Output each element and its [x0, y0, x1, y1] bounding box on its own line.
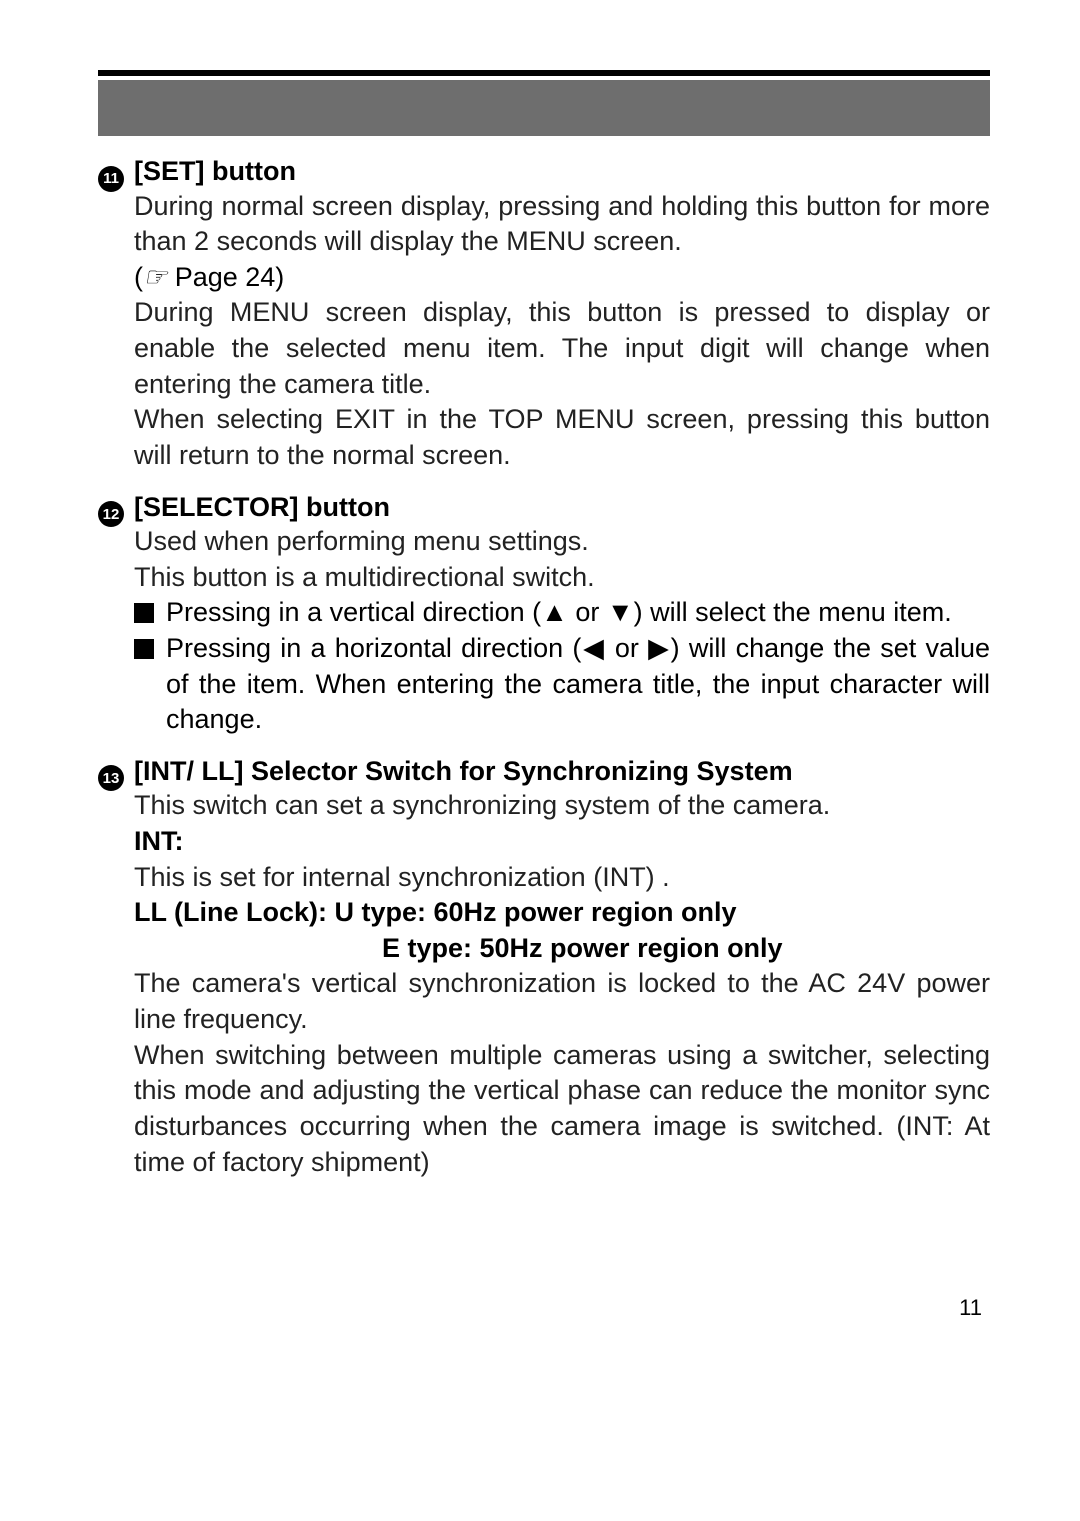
right-arrow-icon: ▶ — [648, 633, 671, 663]
bullet-vertical: Pressing in a vertical direction (▲ or ▼… — [134, 595, 990, 631]
item-title-13: [INT/ LL] Selector Switch for Synchroniz… — [134, 756, 793, 787]
item-12-para1: Used when performing menu settings. — [134, 524, 990, 560]
item-13-para1: This switch can set a synchronizing syst… — [134, 788, 990, 824]
left-arrow-icon: ◀ — [581, 633, 605, 663]
down-arrow-icon: ▼ — [607, 597, 634, 627]
item-title-12: [SELECTOR] button — [134, 492, 390, 523]
square-bullet-icon — [134, 639, 154, 659]
int-label: INT: — [134, 824, 990, 860]
bullet2-text-a: Pressing in a horizontal direction ( — [166, 633, 581, 663]
page-ref: (☞ Page 24) — [134, 260, 990, 296]
up-arrow-icon: ▲ — [541, 597, 568, 627]
item-11: 11 [SET] button During normal screen dis… — [98, 156, 990, 474]
ref-text: Page 24) — [167, 262, 284, 292]
manual-page: 11 [SET] button During normal screen dis… — [0, 0, 1080, 1180]
item-number-13: 13 — [98, 765, 124, 791]
item-11-para2: During MENU screen display, this button … — [134, 295, 990, 402]
item-title-11: [SET] button — [134, 156, 296, 187]
item-13-para2: The camera's vertical synchronization is… — [134, 966, 990, 1037]
item-13: 13 [INT/ LL] Selector Switch for Synchro… — [98, 756, 990, 1180]
item-11-para1: During normal screen display, pressing a… — [134, 189, 990, 260]
int-text: This is set for internal synchronization… — [134, 860, 990, 896]
page-number: 11 — [959, 1295, 982, 1321]
item-number-12: 12 — [98, 501, 124, 527]
item-11-para3: When selecting EXIT in the TOP MENU scre… — [134, 402, 990, 473]
bullet-horizontal: Pressing in a horizontal direction (◀ or… — [134, 631, 990, 738]
pointer-icon: ☞ — [143, 262, 167, 292]
top-rule — [98, 70, 990, 76]
bullet1-text-a: Pressing in a vertical direction ( — [166, 597, 541, 627]
bullet2-mid: or — [606, 633, 649, 663]
item-12-para2: This button is a multidirectional switch… — [134, 560, 990, 596]
square-bullet-icon — [134, 603, 154, 623]
item-13-para3: When switching between multiple cameras … — [134, 1038, 990, 1181]
ll-line1: LL (Line Lock): U type: 60Hz power regio… — [134, 895, 990, 931]
item-number-11: 11 — [98, 166, 124, 192]
ref-open: ( — [134, 262, 143, 292]
header-banner — [98, 80, 990, 136]
item-12: 12 [SELECTOR] button Used when performin… — [98, 492, 990, 738]
bullet1-mid: or — [568, 597, 607, 627]
bullet1-text-b: ) will select the menu item. — [634, 597, 952, 627]
ll-line2: E type: 50Hz power region only — [382, 931, 990, 967]
